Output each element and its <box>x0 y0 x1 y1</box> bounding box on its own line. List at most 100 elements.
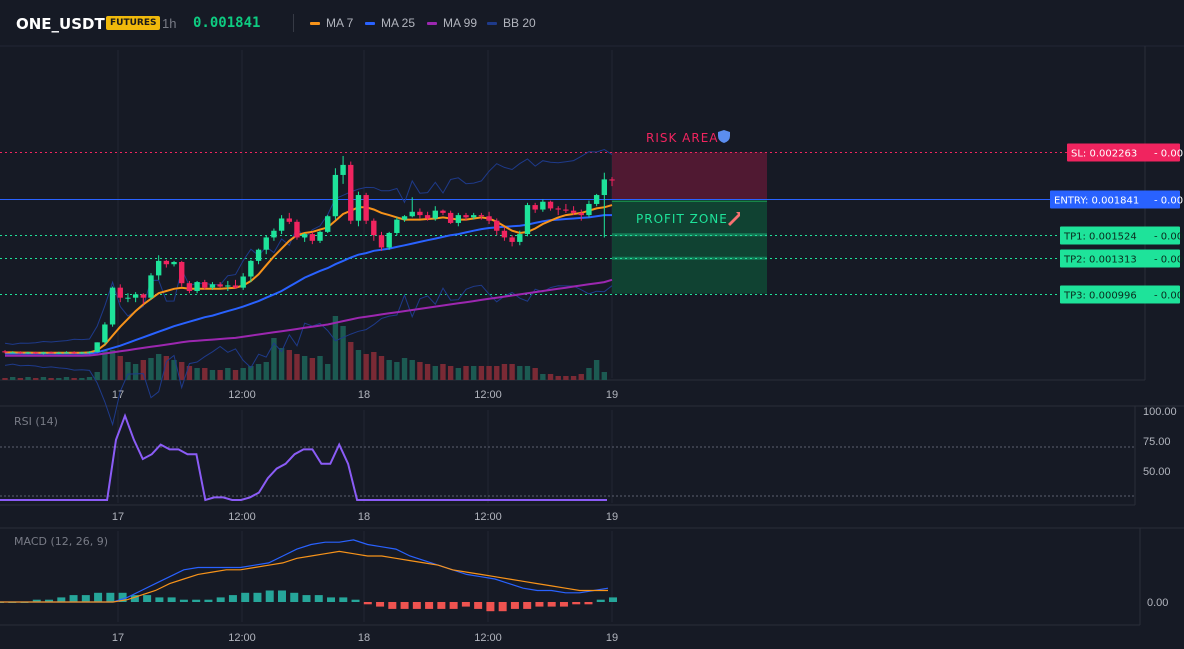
candle-body <box>401 216 408 220</box>
x-axis-ticks: 17 12:00 18 12:00 19 17 12:00 18 12:00 19 17 12:00 1… <box>112 389 618 644</box>
volume-bar <box>555 376 561 380</box>
rsi-tick-label: 50.00 <box>1143 466 1171 478</box>
volume-bar <box>102 350 108 380</box>
candle-body <box>71 352 77 354</box>
macd-histogram-bar <box>351 599 360 602</box>
candle-body <box>478 215 485 217</box>
volume-bar <box>278 348 285 380</box>
candle-body <box>25 352 31 354</box>
volume-bar <box>340 326 346 380</box>
candle-body <box>225 285 231 287</box>
macd-histogram-bar <box>143 595 152 602</box>
level-pnl: - 0.00 <box>1154 255 1183 266</box>
candle-body <box>117 287 123 298</box>
candle-body <box>570 210 577 213</box>
x-tick-label: 12:00 <box>228 632 256 644</box>
volume-bar <box>109 350 116 380</box>
candle-body <box>509 237 515 242</box>
volume-bar <box>33 378 39 380</box>
candle-body <box>317 231 323 241</box>
candle-body <box>94 342 100 352</box>
legend-ma25[interactable]: MA 25 <box>365 16 415 30</box>
candle-body <box>501 230 508 238</box>
timeframe-label[interactable]: 1h <box>162 16 177 31</box>
volume-bar <box>171 360 177 380</box>
volume-bar <box>132 364 139 380</box>
macd-histogram-bar <box>486 602 495 612</box>
x-tick-label: 17 <box>112 389 124 401</box>
candle-body <box>9 352 16 354</box>
volume-bar <box>79 378 85 380</box>
volume-bar <box>117 356 123 380</box>
legend-bb20[interactable]: BB 20 <box>487 16 536 30</box>
candle-body <box>447 212 454 223</box>
macd-histogram-bar <box>94 592 103 602</box>
macd-histogram-bar <box>425 602 434 609</box>
volume-bar <box>386 360 392 380</box>
candle-body <box>179 261 185 284</box>
candle-body <box>163 260 170 265</box>
volume-bar <box>40 377 47 380</box>
macd-title: MACD (12, 26, 9) <box>14 535 108 548</box>
ma25-line <box>5 214 612 355</box>
macd-tick-label: 0.00 <box>1147 597 1168 609</box>
volume-bar <box>9 377 16 380</box>
level-label: TP1: 0.001524 <box>1063 232 1137 243</box>
volume-bars <box>2 316 608 380</box>
x-tick-label: 12:00 <box>474 389 502 401</box>
legend-swatch <box>427 21 437 25</box>
volume-bar <box>48 378 54 380</box>
legend-swatch <box>310 21 320 25</box>
level-label: ENTRY: 0.001841 <box>1054 196 1139 207</box>
volume-bar <box>186 366 193 380</box>
candle-body <box>40 352 47 354</box>
candle-body <box>532 205 538 210</box>
volume-bar <box>563 376 569 380</box>
level-tag <box>1060 249 1180 268</box>
x-tick-label: 18 <box>358 632 370 644</box>
volume-bar <box>140 360 146 380</box>
macd-histogram-bar <box>314 595 323 602</box>
macd-histogram-bar <box>216 597 225 602</box>
macd-histogram-bar <box>167 597 176 602</box>
candle-body <box>524 205 531 235</box>
candle-body <box>263 237 269 250</box>
volume-bar <box>63 377 70 380</box>
last-price: 0.001841 <box>193 15 261 31</box>
x-tick-label: 19 <box>606 632 618 644</box>
volume-bar <box>348 342 354 380</box>
candle-body <box>125 297 131 299</box>
candle-body <box>132 294 139 298</box>
legend-ma99[interactable]: MA 99 <box>427 16 477 30</box>
candle-body <box>340 164 346 175</box>
macd-histogram-bar <box>69 595 78 602</box>
macd-histogram-bar <box>596 599 605 602</box>
symbol-name[interactable]: ONE_USDT <box>16 15 105 33</box>
rsi-line <box>0 412 607 502</box>
candle-body <box>294 221 300 238</box>
candle-body <box>309 234 316 241</box>
candle-body <box>286 218 292 222</box>
candle-body <box>540 201 546 210</box>
candle-body <box>578 212 584 216</box>
bb-upper-line <box>4 148 613 345</box>
candle-body <box>63 352 70 354</box>
candle-body <box>202 282 208 288</box>
candle-body <box>593 195 600 204</box>
panel-frames <box>0 45 1184 626</box>
legend-ma7[interactable]: MA 7 <box>310 16 353 30</box>
volume-bar <box>440 364 446 380</box>
macd-histogram-bar <box>547 602 556 607</box>
macd-histogram-bar <box>400 602 409 609</box>
bollinger-bands <box>4 148 613 427</box>
candle-body <box>240 276 246 288</box>
volume-bar <box>524 366 531 380</box>
macd-histogram-bar <box>253 592 262 602</box>
macd-histogram-bar <box>461 602 470 607</box>
candle-body <box>194 282 200 292</box>
legend-label: MA 7 <box>326 16 354 30</box>
volume-bar <box>25 377 31 380</box>
header-divider <box>293 14 294 32</box>
candle-body <box>140 294 146 298</box>
